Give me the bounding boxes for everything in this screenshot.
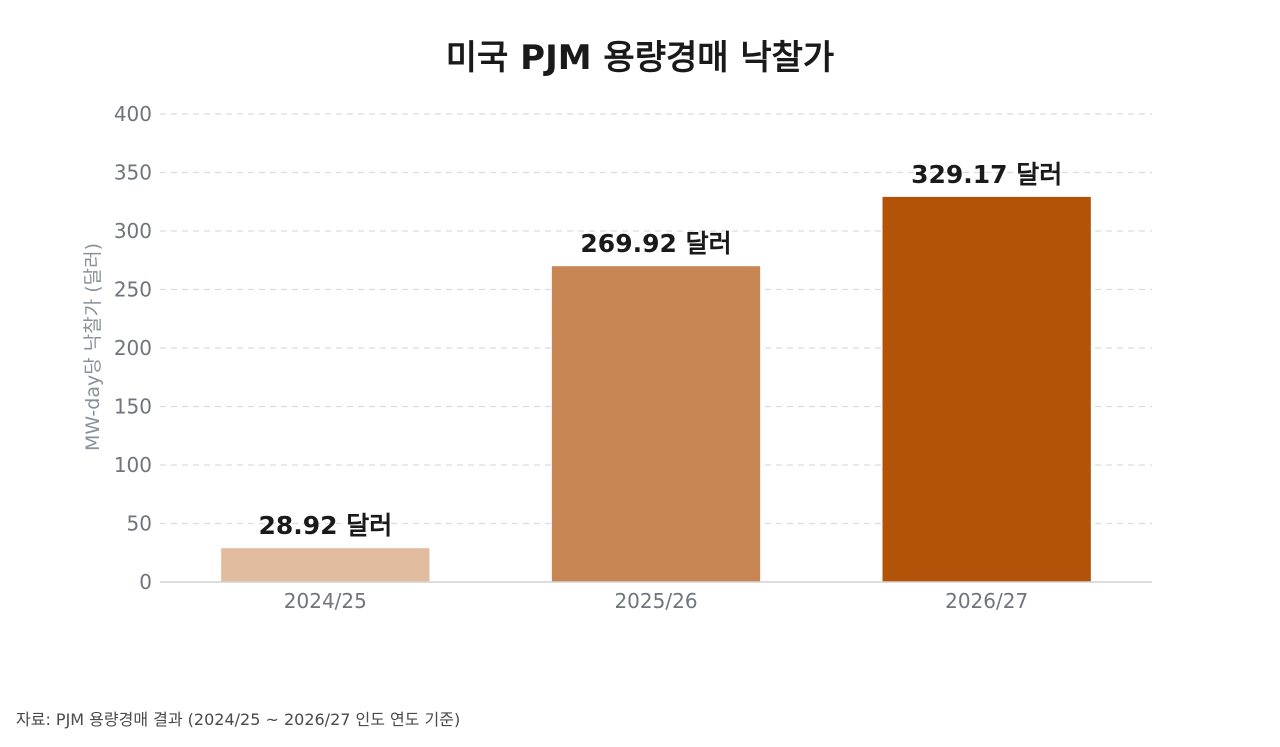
- data-label: 269.92 달러: [580, 229, 731, 258]
- x-axis-ticks: 2024/25 2025/26 2026/27: [284, 589, 1028, 613]
- y-tick-label: 100: [114, 453, 152, 477]
- bar-2026-27: [882, 196, 1091, 582]
- y-axis-ticks: 0 50 100 150 200 250 300 350 400: [114, 102, 152, 594]
- chart-title: 미국 PJM 용량경매 낙찰가: [445, 38, 835, 78]
- y-tick-label: 150: [114, 395, 152, 419]
- y-axis-label: MW-day당 낙찰가 (달러): [82, 243, 104, 451]
- bar-2024-25: [221, 548, 430, 582]
- y-tick-label: 0: [139, 570, 152, 594]
- y-tick-label: 350: [114, 161, 152, 185]
- bar-data-labels: 28.92 달러 269.92 달러 329.17 달러: [258, 160, 1062, 540]
- bar-2025-26: [551, 266, 761, 582]
- bar-chart: 0 50 100 150 200 250 300 350 400 28.92 달러 269.92 …: [82, 102, 1152, 613]
- bars: [221, 196, 1091, 582]
- x-tick-label: 2026/27: [945, 589, 1028, 613]
- data-label: 28.92 달러: [258, 511, 392, 540]
- x-tick-label: 2024/25: [284, 589, 367, 613]
- y-tick-label: 250: [114, 278, 152, 302]
- y-tick-label: 300: [114, 219, 152, 243]
- data-label: 329.17 달러: [911, 160, 1062, 189]
- y-tick-label: 50: [127, 512, 152, 536]
- y-tick-label: 400: [114, 102, 152, 126]
- y-tick-label: 200: [114, 336, 152, 360]
- source-note: 자료: PJM 용량경매 결과 (2024/25 ~ 2026/27 인도 연도…: [16, 710, 461, 729]
- x-tick-label: 2025/26: [614, 589, 697, 613]
